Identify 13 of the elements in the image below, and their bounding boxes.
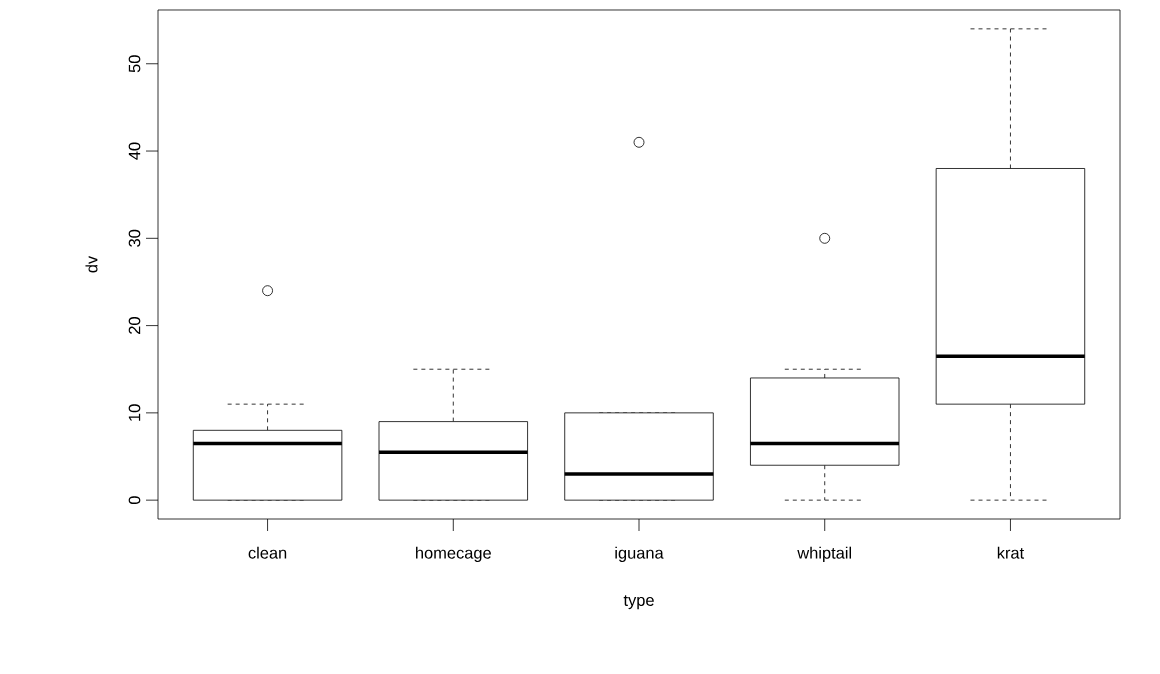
y-tick-label: 30 bbox=[128, 229, 141, 247]
y-tick-label: 10 bbox=[128, 404, 141, 421]
y-tick-label: 20 bbox=[128, 317, 141, 334]
x-tick-label: homecage bbox=[416, 546, 491, 562]
x-tick-label: krat bbox=[997, 546, 1025, 559]
y-tick-label: 40 bbox=[128, 142, 141, 160]
x-tick-label: iguana bbox=[615, 546, 664, 562]
y-tick-label: 0 bbox=[128, 496, 141, 505]
x-tick-label: whiptail bbox=[797, 546, 852, 562]
y-axis-title: dv bbox=[85, 255, 98, 273]
x-axis-title: type bbox=[623, 595, 654, 610]
y-tick-label: 50 bbox=[128, 55, 141, 73]
x-tick-label: clean bbox=[248, 546, 287, 559]
